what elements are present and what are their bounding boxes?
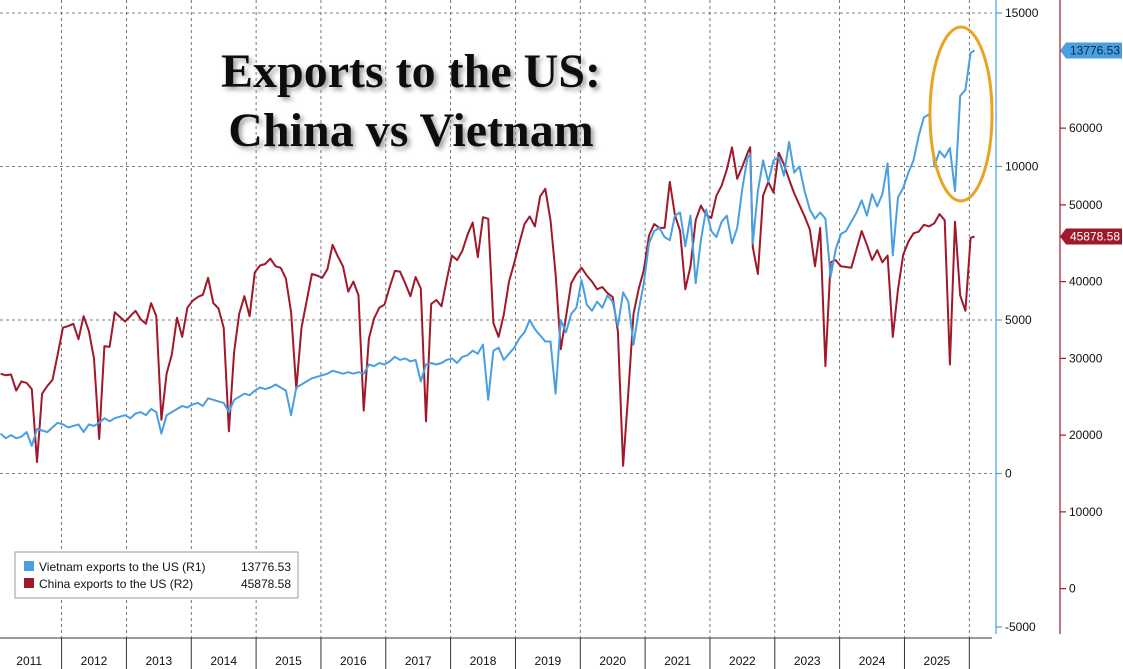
r2-tick-label: 20000: [1069, 428, 1103, 442]
x-tick-label: 2023: [794, 654, 821, 668]
x-tick-label: 2019: [535, 654, 562, 668]
legend-swatch-vietnam: [24, 561, 34, 571]
x-tick-label: 2021: [664, 654, 691, 668]
legend-value-vietnam: 13776.53: [241, 560, 291, 574]
legend-label-vietnam: Vietnam exports to the US (R1): [39, 560, 206, 574]
x-tick-label: 2015: [275, 654, 302, 668]
r2-tick-label: 30000: [1069, 351, 1103, 365]
r1-axis-ticks: -5000 0 5000 10000 15000: [996, 6, 1039, 634]
legend-label-china: China exports to the US (R2): [39, 577, 193, 591]
x-tick-label: 2024: [859, 654, 886, 668]
r2-tick-label: 50000: [1069, 198, 1103, 212]
legend-box: [14, 551, 299, 599]
x-tick-label: 2025: [924, 654, 951, 668]
last-value-tags: 13776.53 45878.58: [1060, 42, 1122, 245]
r1-tick-label: -5000: [1005, 620, 1036, 634]
chart-title: Exports to the US: China vs Vietnam: [221, 45, 601, 157]
r2-tick-label: 0: [1069, 582, 1076, 596]
r2-tick-label: 60000: [1069, 121, 1103, 135]
x-axis-labels: 2011 2012 2013 2014 2015 2016 2017 2018 2019 2020…: [16, 654, 950, 668]
title-line-2: China vs Vietnam: [228, 104, 593, 157]
r2-tick-label: 40000: [1069, 275, 1103, 289]
china-last-value-tag-text: 45878.58: [1070, 230, 1120, 244]
r1-tick-label: 10000: [1005, 160, 1039, 174]
title-line-1: Exports to the US:: [221, 45, 601, 98]
x-tick-label: 2013: [145, 654, 172, 668]
x-tick-label: 2022: [729, 654, 756, 668]
x-tick-label: 2016: [340, 654, 367, 668]
x-tick-label: 2018: [470, 654, 497, 668]
vietnam-series-line: [0, 49, 976, 447]
r2-tick-label: 10000: [1069, 505, 1103, 519]
highlight-ellipse: [928, 25, 994, 203]
r1-tick-label: 0: [1005, 467, 1012, 481]
china-last-value-tag-bg: [1060, 228, 1122, 245]
legend-value-china: 45878.58: [241, 577, 291, 591]
legend: Vietnam exports to the US (R1) 13776.53 …: [14, 551, 299, 599]
legend-swatch-china: [24, 578, 34, 588]
x-tick-label: 2012: [81, 654, 108, 668]
x-tick-label: 2011: [16, 654, 42, 668]
r1-tick-label: 5000: [1005, 313, 1032, 327]
china-series-line: [0, 146, 975, 467]
x-tick-label: 2017: [405, 654, 432, 668]
vietnam-last-value-tag-bg: [1060, 42, 1122, 59]
vietnam-last-value-tag-text: 13776.53: [1070, 44, 1120, 58]
x-tick-label: 2020: [599, 654, 626, 668]
series-lines: [0, 49, 976, 467]
x-tick-label: 2014: [210, 654, 237, 668]
r1-tick-label: 15000: [1005, 6, 1039, 20]
